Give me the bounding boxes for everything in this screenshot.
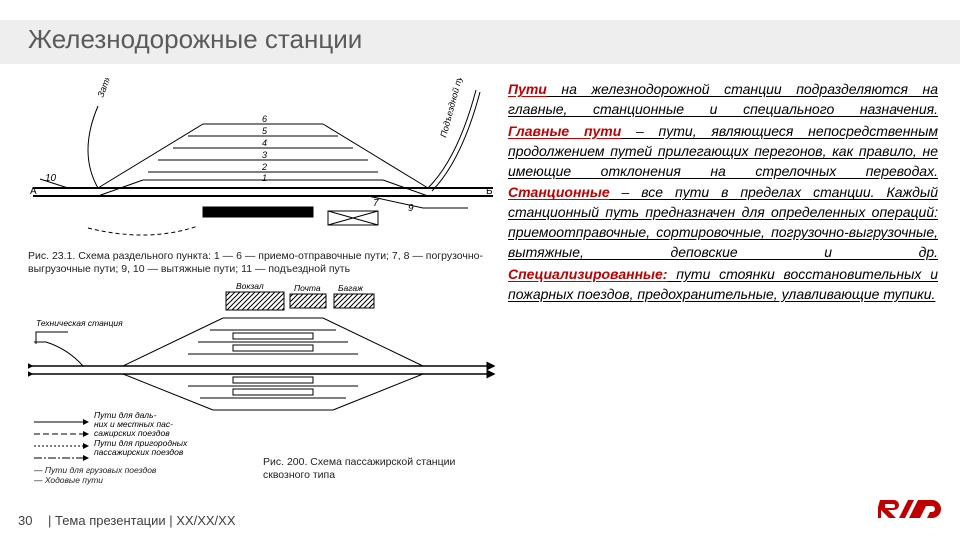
diagram-bottom-caption: Рис. 200. Схема пассажирской станции скв… (263, 456, 493, 482)
rzd-logo (878, 496, 942, 522)
svg-text:4: 4 (262, 138, 267, 148)
svg-text:Багаж: Багаж (338, 283, 364, 293)
svg-text:9: 9 (408, 203, 414, 214)
text-column: Пути на железнодорожной станции подразде… (508, 80, 938, 307)
slide-title: Железнодорожные станции (28, 24, 362, 55)
slide: Железнодорожные станции (0, 0, 960, 540)
diagram-bottom: Техническая станция Вокзал Почта Багаж П… (28, 274, 498, 484)
svg-text:3: 3 (262, 150, 267, 160)
para-3: Станционные – все пути в пределах станци… (508, 183, 938, 263)
svg-text:7: 7 (373, 198, 379, 209)
lbl-zatyazhnoy: Затяжной спуск (95, 78, 128, 99)
para-1: Пути на железнодорожной станции подразде… (508, 80, 938, 120)
svg-text:Пути для даль-них и местных па: Пути для даль-них и местных пас-сажирски… (94, 410, 173, 438)
legend-3: — Пути для грузовых поездов (34, 465, 156, 476)
diagrams-area: Затяжной спуск Подъездной путь А Б 10 9 … (28, 78, 498, 488)
svg-text:Вокзал: Вокзал (236, 281, 264, 291)
svg-text:Техническая станция: Техническая станция (36, 318, 123, 328)
svg-text:5: 5 (262, 126, 268, 136)
svg-text:6: 6 (262, 114, 267, 124)
para-4: Специализированные: пути стоянки восстан… (508, 265, 938, 305)
svg-text:Пути для пригородныхпассажирск: Пути для пригородныхпассажирских поездов (94, 438, 188, 457)
svg-text:А: А (30, 186, 37, 197)
para-2: Главные пути – пути, являющиеся непосред… (508, 122, 938, 182)
diagram-top-caption: Рис. 23.1. Схема раздельного пункта: 1 —… (28, 250, 498, 276)
svg-text:2: 2 (261, 162, 267, 172)
svg-text:Почта: Почта (294, 283, 321, 293)
svg-text:10: 10 (45, 173, 57, 184)
svg-text:1: 1 (262, 173, 267, 183)
svg-text:Б: Б (486, 186, 493, 197)
diagram-top: Затяжной спуск Подъездной путь А Б 10 9 … (28, 78, 498, 268)
legend-4: — Ходовые пути (34, 475, 156, 486)
footer: 30 | Тема презентации | XX/XX/XX (0, 504, 960, 528)
footer-text: | Тема презентации | XX/XX/XX (48, 513, 236, 528)
page-number: 30 (18, 513, 32, 528)
